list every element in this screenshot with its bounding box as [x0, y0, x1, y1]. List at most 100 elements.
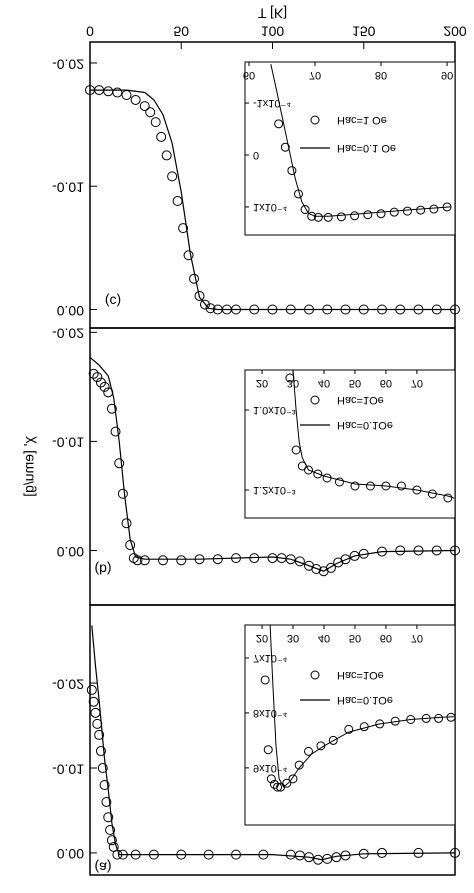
y-tick-label: 0.00 — [57, 544, 84, 560]
data-point — [313, 469, 323, 479]
data-point — [161, 150, 172, 161]
data-point — [130, 94, 141, 105]
panel-label: (a) — [94, 859, 111, 875]
data-point — [429, 204, 439, 214]
data-point — [145, 107, 156, 118]
legend-label: Hac=0.1 Oe — [337, 142, 396, 154]
y-tick-label: 1x10⁻⁴ — [253, 201, 288, 213]
data-point — [99, 780, 110, 790]
data-point — [88, 368, 99, 379]
data-point — [365, 481, 375, 491]
data-line — [292, 369, 455, 499]
data-point — [375, 719, 385, 729]
data-point — [350, 481, 360, 491]
data-point — [105, 825, 116, 835]
data-point — [94, 729, 105, 740]
legend-symbol — [310, 395, 320, 405]
data-point — [344, 724, 354, 734]
data-point — [434, 713, 444, 723]
data-line — [89, 356, 456, 572]
data-point — [340, 554, 351, 565]
data-point — [110, 426, 121, 437]
data-point — [389, 207, 399, 217]
data-point — [325, 562, 336, 573]
data-point — [416, 205, 426, 215]
data-point — [350, 211, 360, 221]
x-tick-label: 70 — [309, 69, 321, 81]
y-tick-label: 7x10⁻⁴ — [253, 652, 288, 664]
data-point — [266, 774, 276, 784]
data-point — [176, 555, 187, 566]
data-point — [396, 481, 406, 491]
data-point — [88, 696, 99, 707]
data-point — [349, 550, 360, 561]
data-point — [158, 555, 168, 566]
y-tick-label: 8x10⁻⁴ — [253, 707, 288, 719]
data-point — [294, 760, 304, 770]
data-point — [189, 273, 200, 284]
data-point — [395, 545, 406, 556]
data-point — [402, 206, 412, 216]
x-tick-label: 50 — [173, 23, 189, 39]
data-point — [172, 196, 183, 207]
data-point — [274, 119, 284, 129]
y-tick-label: -0.01 — [52, 761, 84, 777]
x-tick-label: 0 — [86, 23, 94, 39]
x-tick-label: 30 — [287, 632, 299, 644]
data-line — [91, 625, 456, 861]
data-point — [280, 142, 290, 152]
y-tick-label: 0.00 — [57, 303, 84, 319]
data-point — [267, 553, 278, 564]
x-tick-label: 100 — [261, 23, 285, 39]
data-point — [103, 812, 114, 823]
y-tick-label: 1.0x10⁻³ — [253, 404, 296, 416]
data-point — [294, 850, 305, 861]
legend-label: Hac=0.1Oe — [337, 694, 393, 706]
y-tick-label: -0.01 — [52, 435, 84, 451]
data-point — [313, 212, 323, 222]
x-tick-label: 20 — [256, 632, 268, 644]
legend-symbol — [310, 115, 320, 125]
data-point — [287, 166, 297, 176]
x-tick-label: 90 — [441, 69, 453, 81]
x-tick-label: 80 — [375, 69, 387, 81]
data-point — [99, 381, 110, 392]
data-point — [273, 782, 283, 792]
x-tick-label: 40 — [318, 377, 330, 389]
data-point — [132, 555, 143, 566]
data-point — [288, 774, 298, 784]
data-point — [363, 210, 373, 220]
data-point — [260, 675, 270, 685]
data-line — [270, 63, 451, 217]
data-point — [86, 684, 97, 695]
data-point — [101, 796, 112, 807]
x-tick-label: 60 — [380, 377, 392, 389]
data-point — [443, 493, 453, 503]
data-point — [334, 477, 344, 487]
data-point — [92, 372, 103, 383]
x-tick-label: 30 — [287, 377, 299, 389]
panel-label: (b) — [94, 561, 111, 577]
data-point — [291, 445, 301, 455]
data-point — [156, 131, 167, 142]
data-point — [97, 763, 108, 774]
y-axis-label: χ' [emu/g] — [21, 436, 37, 497]
legend-label: Hac=0.1Oe — [337, 419, 393, 431]
data-point — [139, 101, 150, 112]
data-point — [263, 745, 273, 755]
data-point — [103, 86, 114, 97]
x-tick-label: 150 — [352, 23, 376, 39]
x-tick-label: 50 — [349, 632, 361, 644]
data-point — [139, 555, 150, 566]
data-point — [311, 564, 322, 575]
data-point — [167, 171, 178, 182]
inset-frame — [244, 624, 456, 826]
y-tick-label: 0.00 — [57, 846, 84, 862]
data-point — [183, 250, 194, 261]
y-tick-label: -0.02 — [52, 56, 84, 72]
data-point — [300, 205, 310, 215]
data-line — [269, 624, 455, 788]
x-tick-label: 60 — [380, 632, 392, 644]
